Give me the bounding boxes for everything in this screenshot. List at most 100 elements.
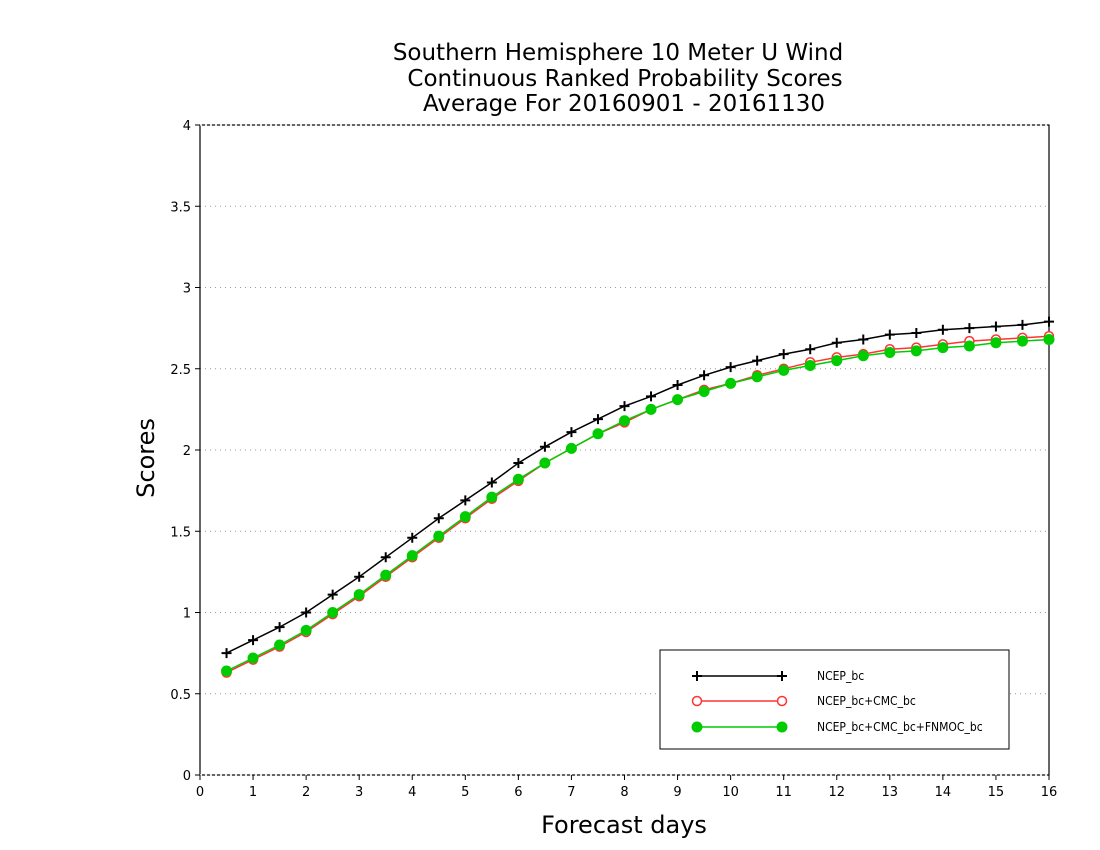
series-3-point: [990, 337, 1002, 349]
x-tick-label: 8: [620, 785, 628, 800]
x-tick-label: 2: [302, 785, 310, 800]
series-3-point: [512, 473, 524, 485]
series-3-point: [539, 457, 551, 469]
series-1-point: [1044, 316, 1054, 327]
x-tick-label: 15: [988, 785, 1005, 800]
y-tick-label: 1: [183, 607, 191, 622]
x-tick-label: 5: [461, 785, 469, 800]
y-tick-label: 1.5: [170, 525, 191, 540]
y-axis-label: Scores: [132, 418, 160, 498]
series-1-point: [805, 344, 816, 355]
series-3-point: [406, 550, 418, 562]
series-1-point: [221, 648, 232, 659]
series-1-point: [327, 589, 338, 600]
series-3-point: [937, 342, 949, 354]
series-1-point: [778, 349, 789, 360]
series-1-point: [725, 362, 736, 373]
y-tick-label: 0: [183, 769, 191, 784]
series-layer: [221, 316, 1055, 678]
x-tick-label: 7: [567, 785, 575, 800]
series-3-point: [725, 377, 737, 389]
x-tick-label: 4: [408, 785, 416, 800]
x-tick-label: 16: [1041, 785, 1058, 800]
series-1-point: [486, 477, 497, 488]
series-1-point: [248, 635, 259, 646]
title-line-3: Average For 20160901 - 20161130: [423, 91, 825, 117]
series-3-point: [327, 607, 339, 618]
series-1-point: [937, 324, 948, 335]
legend-marker-left: [691, 721, 703, 733]
series-3-point: [672, 394, 684, 406]
title-line-1: Southern Hemisphere 10 Meter U Wind: [393, 40, 843, 66]
legend-entry-1: NCEP_bc: [692, 669, 864, 683]
series-3-point: [353, 589, 365, 601]
legend-entry-3: NCEP_bc+CMC_bc+FNMOC_bc: [691, 720, 983, 734]
series-3-point: [831, 355, 843, 367]
series-3: [221, 334, 1055, 677]
series-1-point: [539, 441, 550, 452]
axes: 00.511.522.533.540 1 2 3 4 5 6 7 8 9 10 11 12 13 14 15 1…: [170, 119, 1057, 800]
series-3-point: [910, 345, 922, 357]
series-3-point: [751, 371, 763, 383]
series-1-point: [672, 380, 683, 390]
series-1-point: [911, 328, 922, 338]
x-tick-label: 0: [196, 785, 204, 800]
series-1-point: [274, 622, 285, 633]
x-tick-label: 1: [249, 785, 257, 800]
series-1-point: [433, 513, 444, 524]
series-1: [221, 316, 1054, 659]
series-2: [221, 331, 1055, 678]
series-1-point: [858, 334, 869, 345]
series-1-point: [513, 458, 524, 468]
series-1-point: [646, 391, 657, 402]
x-axis-label: Forecast days: [541, 811, 707, 839]
series-3-point: [857, 350, 869, 362]
y-tick-label: 2: [183, 444, 191, 459]
title-line-2: Continuous Ranked Probability Scores: [407, 66, 842, 92]
x-tick-label: 10: [722, 785, 739, 800]
y-tick-label: 3: [183, 282, 191, 297]
series-3-line: [226, 338, 1050, 672]
y-tick-label: 3.5: [170, 200, 191, 215]
series-3-point: [592, 428, 604, 440]
series-3-point: [963, 340, 975, 352]
x-tick-label: 3: [355, 785, 363, 800]
series-3-point: [433, 530, 445, 542]
series-1-point: [619, 401, 630, 412]
series-1-point: [301, 607, 312, 618]
legend-marker-right: [776, 721, 788, 733]
series-3-point: [645, 403, 657, 415]
legend-marker-right: [776, 695, 788, 707]
series-3-point: [619, 415, 630, 427]
legend-label: NCEP_bc+CMC_bc+FNMOC_bc: [817, 720, 983, 734]
series-3-point: [274, 639, 286, 651]
series-3-point: [1016, 335, 1028, 347]
series-1-point: [964, 323, 975, 334]
y-tick-label: 2.5: [170, 363, 191, 378]
series-3-point: [486, 491, 498, 503]
legend-marker-left: [691, 695, 703, 707]
series-3-point: [565, 442, 577, 454]
series-3-point: [884, 347, 896, 358]
x-tick-label: 12: [828, 785, 845, 800]
series-3-point: [247, 652, 259, 664]
series-3-point: [300, 624, 312, 636]
series-1-point: [592, 414, 603, 425]
legend: NCEP_bc NCEP_bc+CMC_bc NCEP_bc+CMC_bc+FNMO…: [659, 649, 1010, 750]
legend-entry-2: NCEP_bc+CMC_bc: [691, 694, 916, 708]
series-1-point: [407, 532, 418, 543]
series-3-point: [804, 360, 816, 371]
series-3-point: [380, 569, 392, 581]
y-tick-label: 0.5: [170, 688, 191, 703]
x-tick-label: 9: [673, 785, 681, 800]
chart-title: Southern Hemisphere 10 Meter U Wind Cont…: [393, 40, 843, 117]
series-3-point: [698, 386, 710, 397]
grid: [200, 205, 1049, 695]
x-tick-label: 6: [514, 785, 522, 800]
series-2-line: [226, 335, 1050, 674]
series-1-point: [884, 329, 895, 340]
y-tick-label: 4: [183, 119, 191, 134]
series-3-point: [221, 665, 233, 677]
series-1-point: [831, 337, 842, 348]
